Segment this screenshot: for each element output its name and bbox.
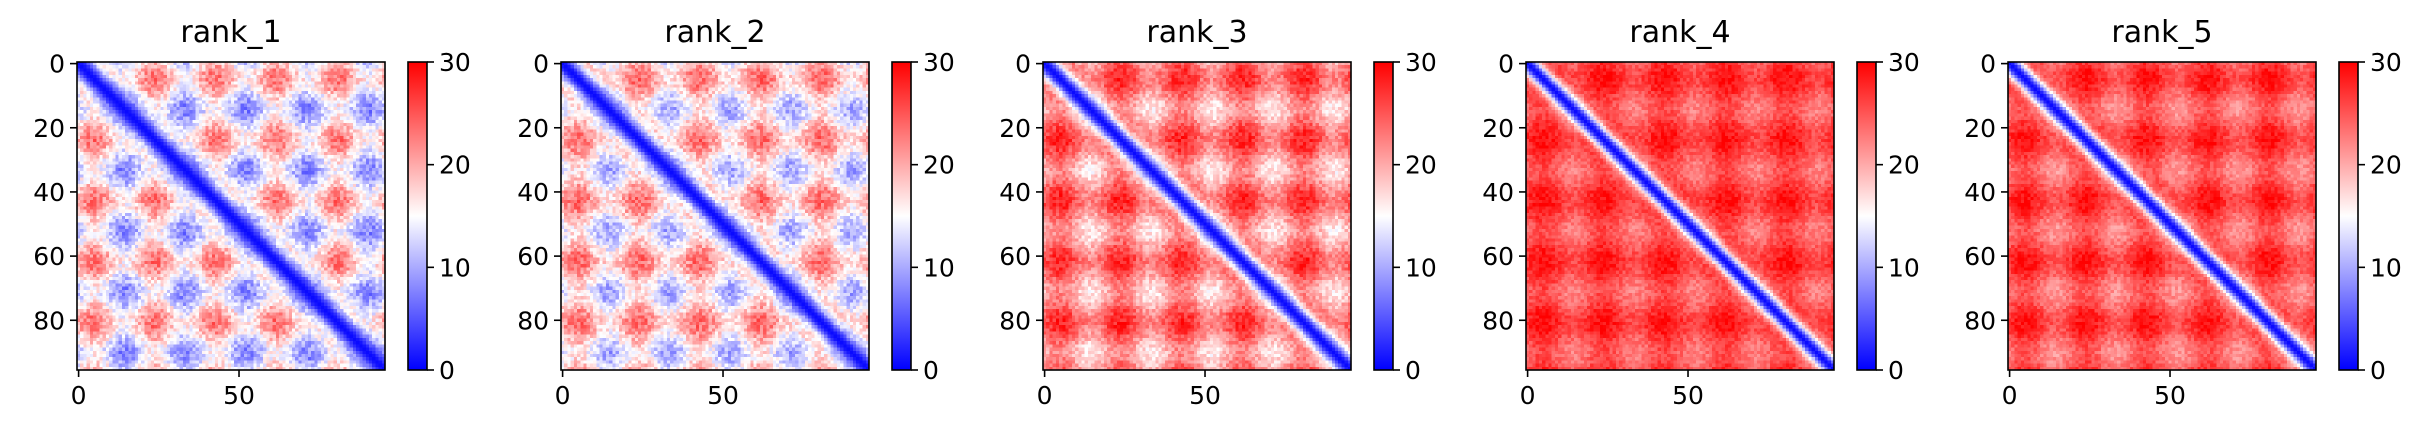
y-tick-label: 40: [1482, 178, 1514, 207]
x-tick-label: 50: [707, 381, 739, 410]
colorbar-tick-label: 20: [1405, 151, 1437, 180]
x-tick-label: 0: [1037, 381, 1053, 410]
heatmap-cells: [2008, 62, 2316, 370]
colorbar-tick-label: 0: [1888, 356, 1904, 385]
heatmap-cells: [1526, 62, 1834, 370]
x-tick-label: 50: [1672, 381, 1704, 410]
colorbar-tick-label: 30: [439, 48, 471, 77]
colorbar: [892, 62, 911, 370]
colorbar-frame: [1856, 61, 1877, 371]
heatmap-cells: [1043, 62, 1351, 370]
colorbar-frame: [407, 61, 428, 371]
colorbar-tick-label: 30: [2370, 48, 2402, 77]
heatmap-panel-2: rank_2 0 20 40 60 80 0 50 0 10 20 30: [517, 15, 955, 410]
x-tick-label: 0: [71, 381, 87, 410]
y-tick-label: 0: [1980, 50, 1996, 79]
y-tick-label: 0: [1498, 50, 1514, 79]
colorbar: [1374, 62, 1393, 370]
colorbar: [408, 62, 427, 370]
x-tick-label: 50: [2154, 381, 2186, 410]
panel-title: rank_2: [664, 15, 765, 50]
panel-title: rank_1: [180, 15, 281, 50]
y-tick-label: 60: [1482, 242, 1514, 271]
colorbar-tick-label: 20: [2370, 151, 2402, 180]
panel-title: rank_3: [1146, 15, 1247, 50]
colorbar-tick-label: 10: [1405, 253, 1437, 282]
colorbar-tick-label: 0: [439, 356, 455, 385]
heatmap-panel-4: rank_4 0 20 40 60 80 0 50 0 10 20 30: [1482, 15, 1920, 410]
y-tick-label: 60: [999, 242, 1031, 271]
y-tick-label: 60: [517, 242, 549, 271]
y-tick-label: 80: [1964, 306, 1996, 335]
colorbar-tick-label: 10: [1888, 253, 1920, 282]
heatmap-panel-1: rank_1 0 20 40 60 80 0 50 0 10 20 30: [33, 15, 471, 410]
colorbar-tick-label: 10: [923, 253, 955, 282]
y-tick-label: 0: [1015, 50, 1031, 79]
y-tick-label: 40: [517, 178, 549, 207]
colorbar-tick-label: 20: [923, 151, 955, 180]
y-tick-label: 80: [999, 306, 1031, 335]
heatmap-cells: [561, 62, 869, 370]
panel-title: rank_4: [1629, 15, 1730, 50]
x-tick-label: 50: [223, 381, 255, 410]
heatmap-panel-3: rank_3 0 20 40 60 80 0 50 0 10 20 30: [999, 15, 1437, 410]
colorbar-tick-label: 0: [1405, 356, 1421, 385]
x-tick-label: 0: [555, 381, 571, 410]
colorbar-tick-label: 20: [439, 151, 471, 180]
y-tick-label: 60: [1964, 242, 1996, 271]
y-tick-label: 20: [1964, 114, 1996, 143]
heatmap-panel-5: rank_5 0 20 40 60 80 0 50 0 10 20 30: [1964, 15, 2402, 410]
y-tick-label: 80: [33, 306, 65, 335]
y-tick-label: 20: [999, 114, 1031, 143]
y-tick-label: 20: [1482, 114, 1514, 143]
colorbar-tick-label: 10: [2370, 253, 2402, 282]
y-tick-label: 40: [33, 178, 65, 207]
colorbar-frame: [891, 61, 912, 371]
colorbar-tick-label: 10: [439, 253, 471, 282]
colorbar: [1857, 62, 1876, 370]
plot-frame: [1525, 61, 1835, 371]
colorbar-frame: [2338, 61, 2359, 371]
y-tick-label: 0: [49, 50, 65, 79]
colorbar-tick-label: 30: [923, 48, 955, 77]
x-tick-label: 0: [1520, 381, 1536, 410]
colorbar-tick-label: 0: [923, 356, 939, 385]
colorbar-tick-label: 20: [1888, 151, 1920, 180]
colorbar: [2339, 62, 2358, 370]
colorbar-tick-label: 0: [2370, 356, 2386, 385]
y-tick-label: 60: [33, 242, 65, 271]
x-tick-label: 50: [1189, 381, 1221, 410]
plot-frame: [76, 61, 386, 371]
y-tick-label: 80: [1482, 306, 1514, 335]
colorbar-frame: [1373, 61, 1394, 371]
y-tick-label: 40: [999, 178, 1031, 207]
panel-title: rank_5: [2111, 15, 2212, 50]
y-tick-label: 40: [1964, 178, 1996, 207]
y-tick-label: 20: [33, 114, 65, 143]
colorbar-tick-label: 30: [1405, 48, 1437, 77]
x-tick-label: 0: [2002, 381, 2018, 410]
heatmap-cells: [77, 62, 385, 370]
colorbar-tick-label: 30: [1888, 48, 1920, 77]
y-tick-label: 20: [517, 114, 549, 143]
y-tick-label: 0: [533, 50, 549, 79]
plot-frame: [1042, 61, 1352, 371]
plot-frame: [2007, 61, 2317, 371]
plot-frame: [560, 61, 870, 371]
y-tick-label: 80: [517, 306, 549, 335]
